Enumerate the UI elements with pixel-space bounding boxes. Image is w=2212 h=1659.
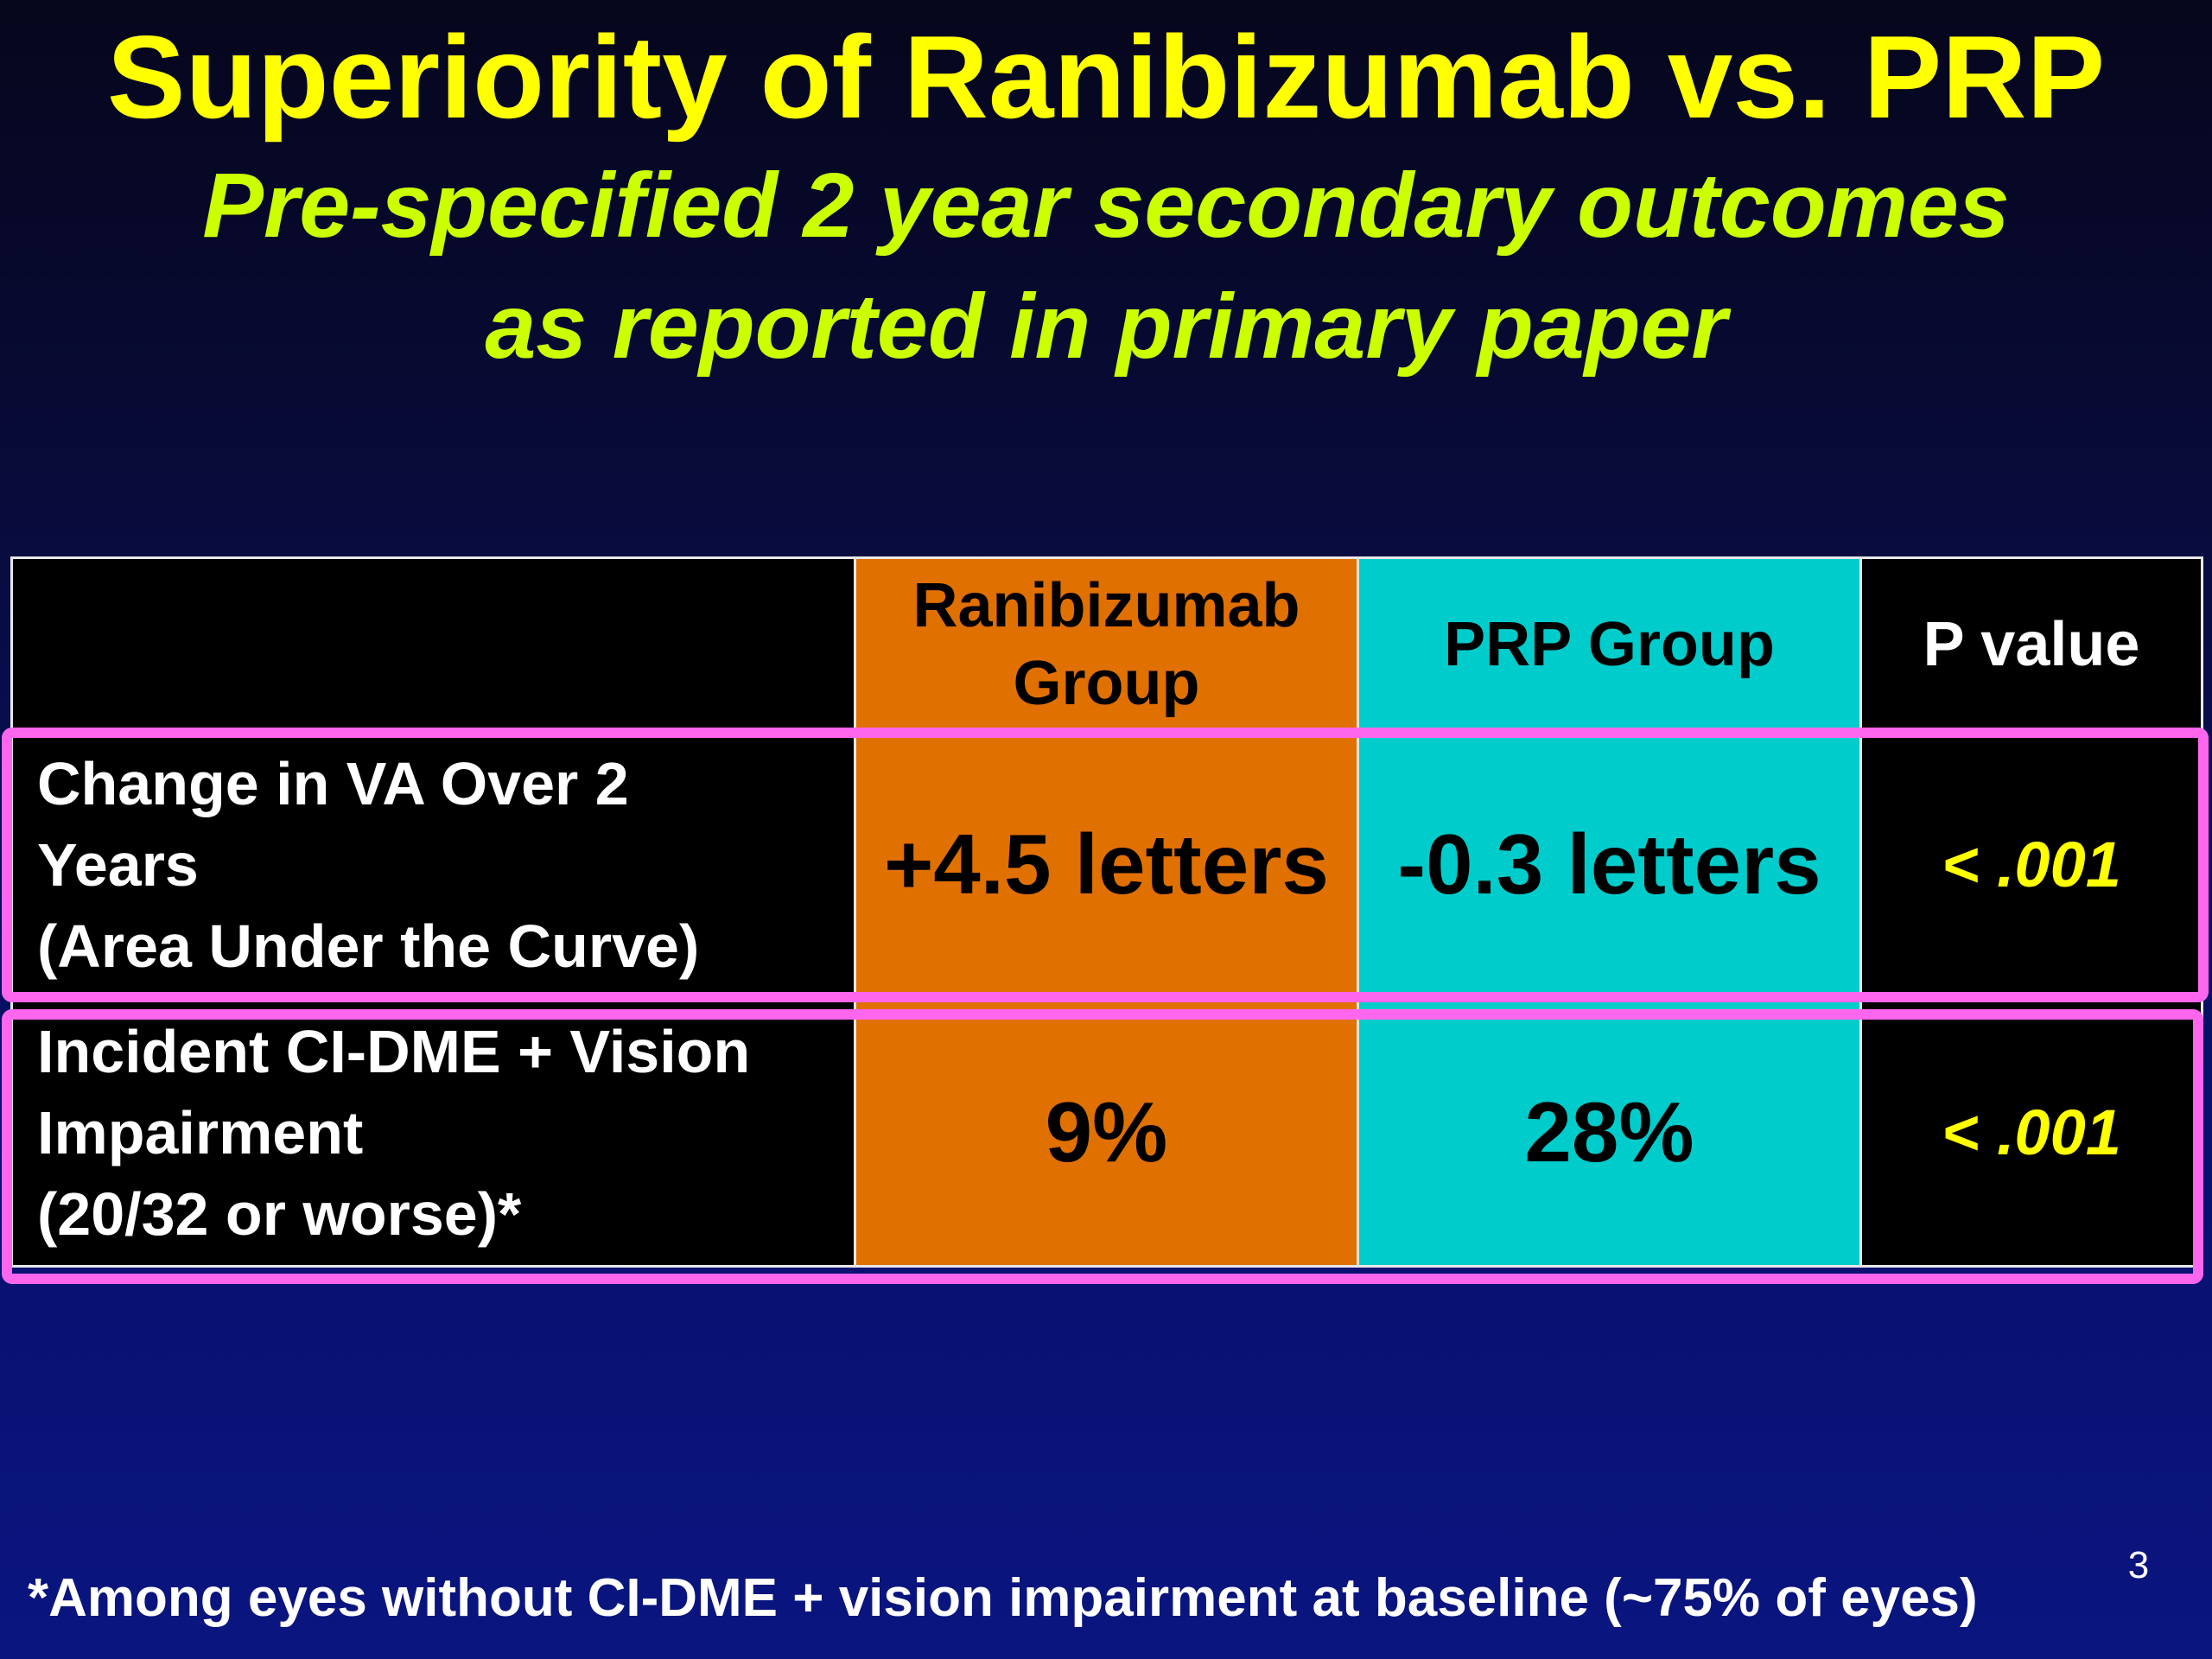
cell-ranibizumab-incident-cidme: 9%	[854, 997, 1359, 1268]
slide-title: Superiority of Ranibizumab vs. PRP	[106, 11, 2106, 143]
row-label-incident-cidme: Incident CI-DME + Vision Impairment (20/…	[10, 997, 856, 1268]
header-p-value: P value	[1859, 556, 2203, 732]
outcomes-table: Ranibizumab Group PRP Group P value Chan…	[10, 556, 2203, 1268]
header-ranibizumab-line-2: Group	[1013, 648, 1200, 718]
header-ranibizumab-line-1: Ranibizumab	[912, 570, 1300, 640]
table-header-row: Ranibizumab Group PRP Group P value	[10, 556, 2203, 732]
header-prp-group: PRP Group	[1357, 556, 1862, 732]
cell-p-value-incident-cidme: < .001	[1859, 997, 2203, 1268]
row-label-line-2: Impairment	[37, 1098, 364, 1166]
slide-number: 3	[2127, 1544, 2150, 1586]
row-label-line-3: (Area Under the Curve)	[37, 912, 700, 980]
row-label-va-change: Change in VA Over 2 Years (Area Under th…	[10, 729, 856, 1000]
row-label-line-3: (20/32 or worse)*	[37, 1179, 522, 1248]
table-row-va-change: Change in VA Over 2 Years (Area Under th…	[10, 729, 2203, 1000]
row-label-line-1: Incident CI-DME + Vision	[37, 1017, 751, 1085]
header-blank-cell	[10, 556, 856, 732]
cell-prp-incident-cidme: 28%	[1357, 997, 1862, 1268]
cell-prp-va-change: -0.3 letters	[1357, 729, 1862, 1000]
cell-p-value-va-change: < .001	[1859, 729, 2203, 1000]
footnote: *Among eyes without CI-DME + vision impa…	[28, 1568, 1978, 1628]
cell-ranibizumab-va-change: +4.5 letters	[854, 729, 1359, 1000]
header-ranibizumab-group: Ranibizumab Group	[854, 556, 1359, 732]
row-label-line-1: Change in VA Over 2	[37, 749, 629, 817]
subtitle-line-2: as reported in primary paper	[485, 276, 1727, 378]
row-label-line-2: Years	[37, 830, 199, 899]
slide-subtitle: Pre-specified 2 year secondary outcomes …	[0, 145, 2212, 387]
subtitle-line-1: Pre-specified 2 year secondary outcomes	[202, 155, 2010, 257]
table-row-incident-cidme: Incident CI-DME + Vision Impairment (20/…	[10, 997, 2203, 1268]
